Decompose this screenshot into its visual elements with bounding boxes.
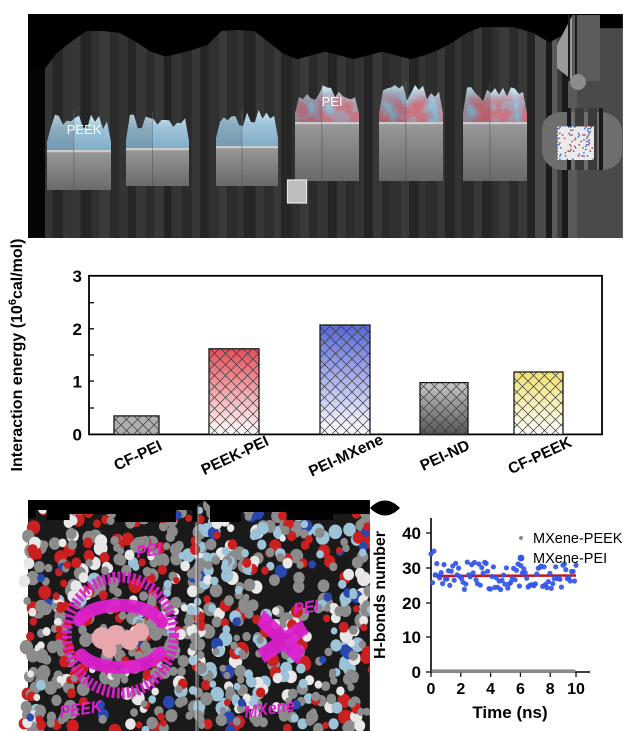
svg-text:0: 0 — [427, 681, 436, 698]
svg-text:10: 10 — [402, 628, 421, 647]
svg-text:10: 10 — [567, 681, 585, 698]
svg-text:PEI: PEI — [135, 540, 163, 562]
svg-text:Time (ns): Time (ns) — [472, 703, 547, 722]
svg-text:MXene-PEI: MXene-PEI — [533, 551, 607, 567]
svg-text:PEI: PEI — [292, 597, 320, 619]
svg-text:PEI-ND: PEI-ND — [418, 437, 473, 475]
svg-text:1: 1 — [73, 373, 82, 392]
svg-text:0: 0 — [73, 425, 82, 444]
svg-text:4: 4 — [486, 681, 495, 698]
svg-text:20: 20 — [402, 594, 421, 613]
svg-text:30: 30 — [402, 559, 421, 578]
svg-text:40: 40 — [402, 524, 421, 543]
svg-text:H-bonds number: H-bonds number — [372, 531, 389, 659]
svg-text:PEI: PEI — [322, 94, 343, 109]
svg-text:Interaction energy (106cal/mol: Interaction energy (106cal/mol) — [7, 239, 26, 472]
svg-text:0: 0 — [412, 663, 421, 682]
svg-text:CF-PEEK: CF-PEEK — [506, 434, 576, 478]
svg-text:8: 8 — [546, 681, 555, 698]
svg-text:PEEK: PEEK — [67, 122, 102, 137]
svg-text:2: 2 — [73, 320, 82, 339]
svg-text:CF-PEI: CF-PEI — [111, 437, 164, 474]
svg-text:PEI-MXene: PEI-MXene — [306, 431, 386, 480]
svg-text:MXene-PEEK: MXene-PEEK — [533, 531, 623, 547]
svg-text:3: 3 — [73, 267, 82, 286]
svg-text:2: 2 — [456, 681, 465, 698]
svg-text:6: 6 — [516, 681, 525, 698]
svg-text:PEEK-PEI: PEEK-PEI — [199, 433, 272, 479]
